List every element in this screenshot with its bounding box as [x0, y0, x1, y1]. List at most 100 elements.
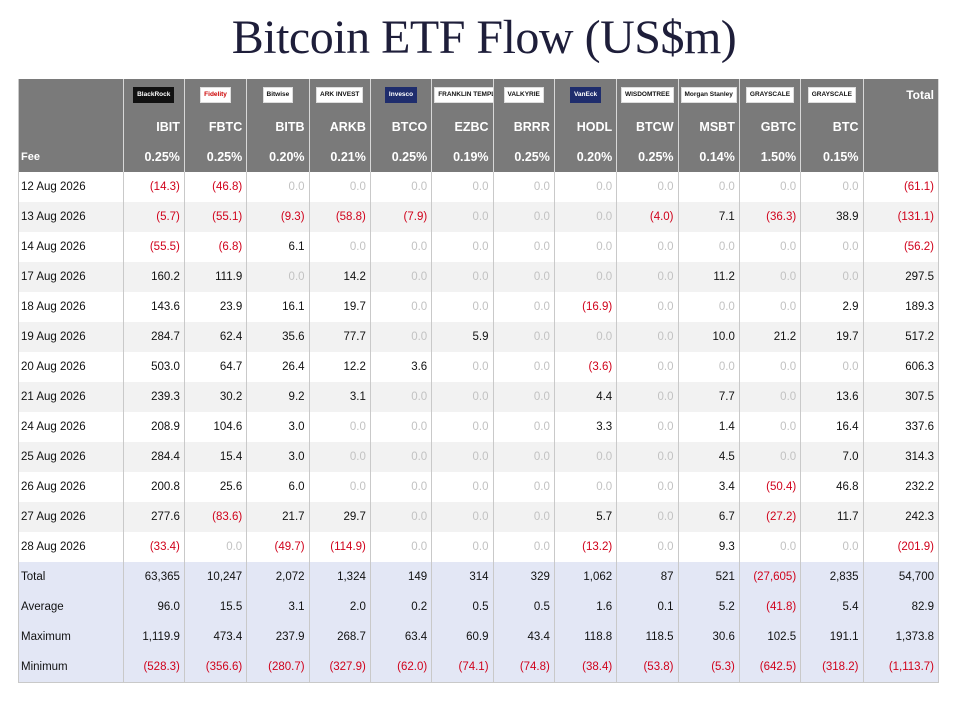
issuer-logo: VanEck [569, 87, 602, 103]
date-cell: 12 Aug 2026 [18, 172, 124, 202]
summary-cell: (74.1) [431, 652, 494, 683]
summary-cell: 60.9 [431, 622, 494, 652]
flow-cell: (7.9) [370, 202, 433, 232]
flow-cell: (3.6) [554, 352, 618, 382]
flow-cell: 503.0 [123, 352, 185, 382]
fee-cell: 0.25% [123, 142, 185, 172]
flow-cell: 0.0 [309, 472, 371, 502]
row-total-cell: (56.2) [863, 232, 939, 262]
flow-cell: (114.9) [309, 532, 371, 562]
flow-cell: 3.1 [309, 382, 371, 412]
total-column-header: Total [863, 79, 939, 111]
table-row: 14 Aug 2026 (55.5) (6.8) 6.1 0.0 0.0 0.0 0.0 0.0… [18, 232, 939, 262]
flow-cell: 0.0 [493, 322, 555, 352]
flow-cell: 0.0 [616, 502, 679, 532]
flow-cell: (58.8) [309, 202, 371, 232]
flow-cell: 0.0 [431, 292, 494, 322]
summary-cell: (528.3) [123, 652, 185, 683]
flow-cell: 0.0 [309, 412, 371, 442]
summary-cell: 102.5 [739, 622, 802, 652]
issuer-logo-cell: BlackRock [123, 79, 185, 111]
summary-cell: 1,119.9 [123, 622, 185, 652]
flow-cell: 4.5 [678, 442, 740, 472]
flow-cell: 0.0 [554, 472, 618, 502]
flow-cell: 7.0 [800, 442, 864, 472]
flow-cell: 0.0 [493, 202, 555, 232]
date-cell: 14 Aug 2026 [18, 232, 124, 262]
flow-cell: 0.0 [431, 232, 494, 262]
flow-cell: 0.0 [431, 502, 494, 532]
summary-cell: (318.2) [800, 652, 864, 683]
summary-cell: 1,062 [554, 562, 618, 592]
flow-cell: 19.7 [309, 292, 371, 322]
issuer-logo: VALKYRIE [503, 87, 544, 103]
flow-cell: 16.4 [800, 412, 864, 442]
row-total-cell: 307.5 [863, 382, 939, 412]
flow-cell: 0.0 [739, 412, 802, 442]
issuer-logo: BlackRock [133, 87, 175, 103]
flow-cell: 0.0 [739, 172, 802, 202]
summary-cell: (642.5) [739, 652, 802, 683]
summary-total-cell: 54,700 [863, 562, 939, 592]
fee-total-cell [863, 142, 939, 172]
summary-cell: 2.0 [309, 592, 371, 622]
flow-cell: 0.0 [246, 262, 310, 292]
flow-cell: 0.0 [616, 472, 679, 502]
flow-cell: 0.0 [431, 352, 494, 382]
flow-cell: 6.1 [246, 232, 310, 262]
flow-cell: 1.4 [678, 412, 740, 442]
row-total-cell: 337.6 [863, 412, 939, 442]
flow-cell: 0.0 [309, 172, 371, 202]
summary-cell: (5.3) [678, 652, 740, 683]
summary-total-cell: (1,113.7) [863, 652, 939, 683]
flow-cell: 5.7 [554, 502, 618, 532]
summary-cell: 2,835 [800, 562, 864, 592]
flow-cell: (46.8) [184, 172, 248, 202]
date-cell: 27 Aug 2026 [18, 502, 124, 532]
flow-cell: (14.3) [123, 172, 185, 202]
summary-cell: 2,072 [246, 562, 310, 592]
flow-cell: 0.0 [246, 172, 310, 202]
summary-total-cell: 82.9 [863, 592, 939, 622]
issuer-logo: Invesco [384, 87, 418, 103]
summary-row: Maximum 1,119.9 473.4 237.9 268.7 63.4 60.9 43.… [18, 622, 939, 652]
flow-cell: 7.1 [678, 202, 740, 232]
flow-cell: (50.4) [739, 472, 802, 502]
date-cell: 18 Aug 2026 [18, 292, 124, 322]
flow-cell: 239.3 [123, 382, 185, 412]
summary-cell: (62.0) [370, 652, 433, 683]
summary-cell: (327.9) [309, 652, 371, 683]
fee-cell: 1.50% [739, 142, 802, 172]
table-row: 27 Aug 2026 277.6 (83.6) 21.7 29.7 0.0 0.0 0.0 5… [18, 502, 939, 532]
issuer-logo: Morgan Stanley [680, 87, 737, 103]
flow-cell: 25.6 [184, 472, 248, 502]
flow-cell: 23.9 [184, 292, 248, 322]
flow-cell: 9.3 [678, 532, 740, 562]
flow-cell: 0.0 [800, 532, 864, 562]
flow-cell: 15.4 [184, 442, 248, 472]
row-total-cell: 189.3 [863, 292, 939, 322]
flow-cell: (83.6) [184, 502, 248, 532]
flow-cell: 0.0 [678, 232, 740, 262]
flow-cell: 0.0 [800, 232, 864, 262]
flow-cell: 0.0 [370, 532, 433, 562]
etf-flow-table: BlackRock Fidelity Bitwise ARK INVEST Invesc… [18, 79, 939, 683]
summary-cell: 15.5 [184, 592, 248, 622]
flow-cell: 0.0 [800, 352, 864, 382]
row-total-cell: (61.1) [863, 172, 939, 202]
logo-row: BlackRock Fidelity Bitwise ARK INVEST Invesc… [18, 79, 939, 111]
date-cell: 19 Aug 2026 [18, 322, 124, 352]
ticker-label-cell [18, 111, 124, 142]
row-total-cell: 314.3 [863, 442, 939, 472]
row-total-cell: 517.2 [863, 322, 939, 352]
issuer-logo: Bitwise [262, 87, 294, 103]
flow-cell: 2.9 [800, 292, 864, 322]
header-corner-cell [18, 79, 124, 111]
ticker-cell: EZBC [431, 111, 494, 142]
table-row: 26 Aug 2026 200.8 25.6 6.0 0.0 0.0 0.0 0.0 0.0 0.… [18, 472, 939, 502]
ticker-cell: BRRR [493, 111, 555, 142]
ticker-total-cell [863, 111, 939, 142]
flow-cell: 284.7 [123, 322, 185, 352]
fee-label: Fee [18, 142, 124, 172]
flow-cell: 0.0 [493, 472, 555, 502]
